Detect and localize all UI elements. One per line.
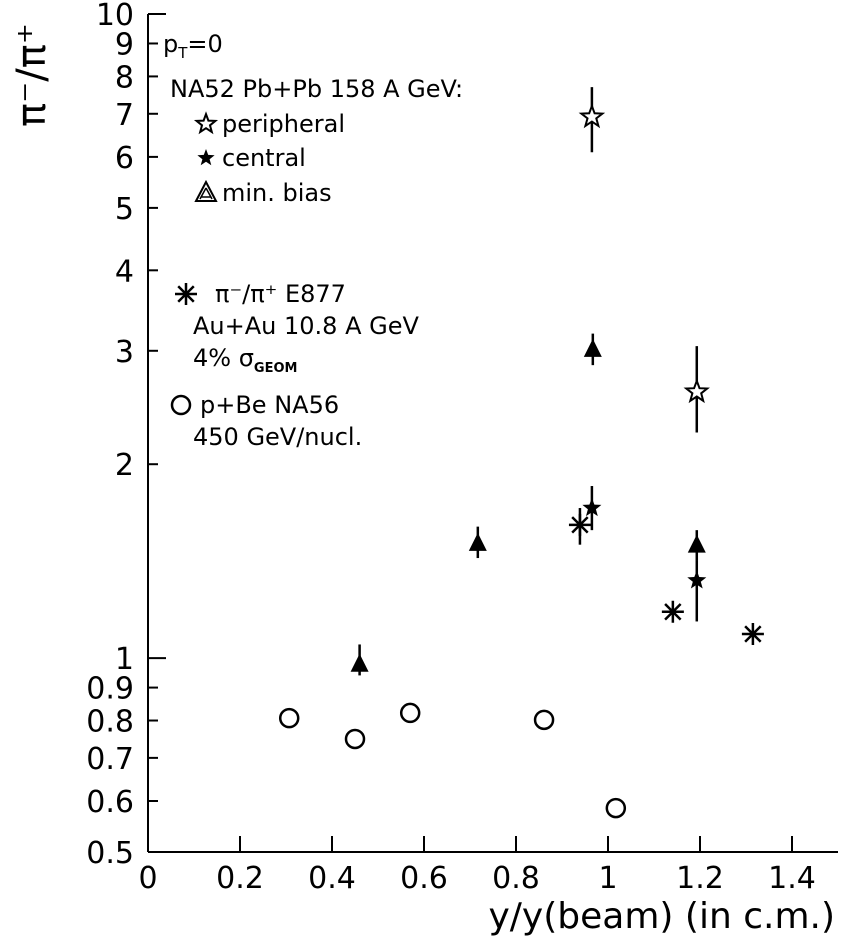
legend-marker xyxy=(194,179,218,202)
marker-asterisk xyxy=(661,600,684,623)
y-tick-label: 2 xyxy=(115,448,134,483)
y-tick-label: 5 xyxy=(115,192,134,227)
y-tick-label: 0.7 xyxy=(86,742,134,777)
y-tick-label: 0.8 xyxy=(86,705,134,740)
marker-circle xyxy=(605,797,627,819)
annotation-rest: =0 xyxy=(187,30,222,58)
legend-marker xyxy=(175,283,197,305)
y-tick-label: 4 xyxy=(115,254,134,289)
y-tick-label: 0.5 xyxy=(86,836,134,871)
marker-triangle xyxy=(468,532,487,551)
x-tick-label: 0.8 xyxy=(492,861,540,896)
legend-marker xyxy=(170,394,192,416)
marker-circle xyxy=(344,728,366,750)
marker-circle xyxy=(533,709,555,731)
legend-note: 450 GeV/nucl. xyxy=(193,423,362,451)
marker-triangle xyxy=(583,338,602,357)
y-tick-label: 7 xyxy=(115,98,134,133)
legend-marker-hatch xyxy=(199,187,213,200)
y-tick-label: 0.6 xyxy=(86,785,134,820)
legend-title: NA52 Pb+Pb 158 A GeV: xyxy=(170,75,463,103)
y-axis-label: π⁻/π⁺ xyxy=(9,23,55,127)
x-tick-label: 1.4 xyxy=(768,861,816,896)
x-tick-label: 0 xyxy=(138,861,157,896)
legend-note-text: 450 GeV/nucl. xyxy=(193,423,362,451)
legend-marker xyxy=(197,149,215,166)
legend-label: p+Be NA56 xyxy=(200,391,339,419)
x-tick-label: 1.2 xyxy=(676,861,724,896)
annotation: pT=0 xyxy=(163,30,223,62)
x-tick-label: 1 xyxy=(598,861,617,896)
legend-note-text: Au+Au 10.8 A GeV xyxy=(193,312,419,340)
marker-circle xyxy=(399,702,421,724)
marker-asterisk xyxy=(568,513,591,536)
legend-marker xyxy=(193,111,219,135)
legend-note-sub: GEOM xyxy=(254,361,298,376)
marker-filled-star xyxy=(687,570,707,589)
x-tick-label: 0.6 xyxy=(400,861,448,896)
y-tick-label: 0.9 xyxy=(86,672,134,707)
marker-triangle xyxy=(687,534,706,553)
x-tick-label: 0.2 xyxy=(216,861,264,896)
y-tick-label: 3 xyxy=(115,335,134,370)
legend-note: 4% σGEOM xyxy=(193,344,297,376)
marker-circle xyxy=(278,707,300,729)
legend-label: peripheral xyxy=(222,110,345,138)
annotation-text: p xyxy=(163,30,178,58)
y-tick-label: 1 xyxy=(115,642,134,677)
x-axis-label: y/y(beam) (in c.m.) xyxy=(489,896,836,937)
legend-label: min. bias xyxy=(222,179,332,207)
y-tick-label: 6 xyxy=(115,141,134,176)
y-tick-label: 8 xyxy=(115,60,134,95)
legend-note: Au+Au 10.8 A GeV xyxy=(193,312,419,340)
marker-open-star xyxy=(578,103,606,129)
marker-open-star xyxy=(683,378,710,404)
legend-label: central xyxy=(222,144,306,172)
x-tick-label: 0.4 xyxy=(308,861,356,896)
y-tick-label: 10 xyxy=(96,0,134,33)
legend-label: π⁻/π⁺ E877 xyxy=(215,280,346,308)
annotation-sub: T xyxy=(177,44,188,62)
marker-triangle xyxy=(350,653,369,672)
marker-filled-star xyxy=(582,498,602,517)
y-tick-label: 9 xyxy=(115,27,134,62)
legend-note-text: 4% σ xyxy=(193,344,254,372)
marker-asterisk xyxy=(741,622,764,645)
